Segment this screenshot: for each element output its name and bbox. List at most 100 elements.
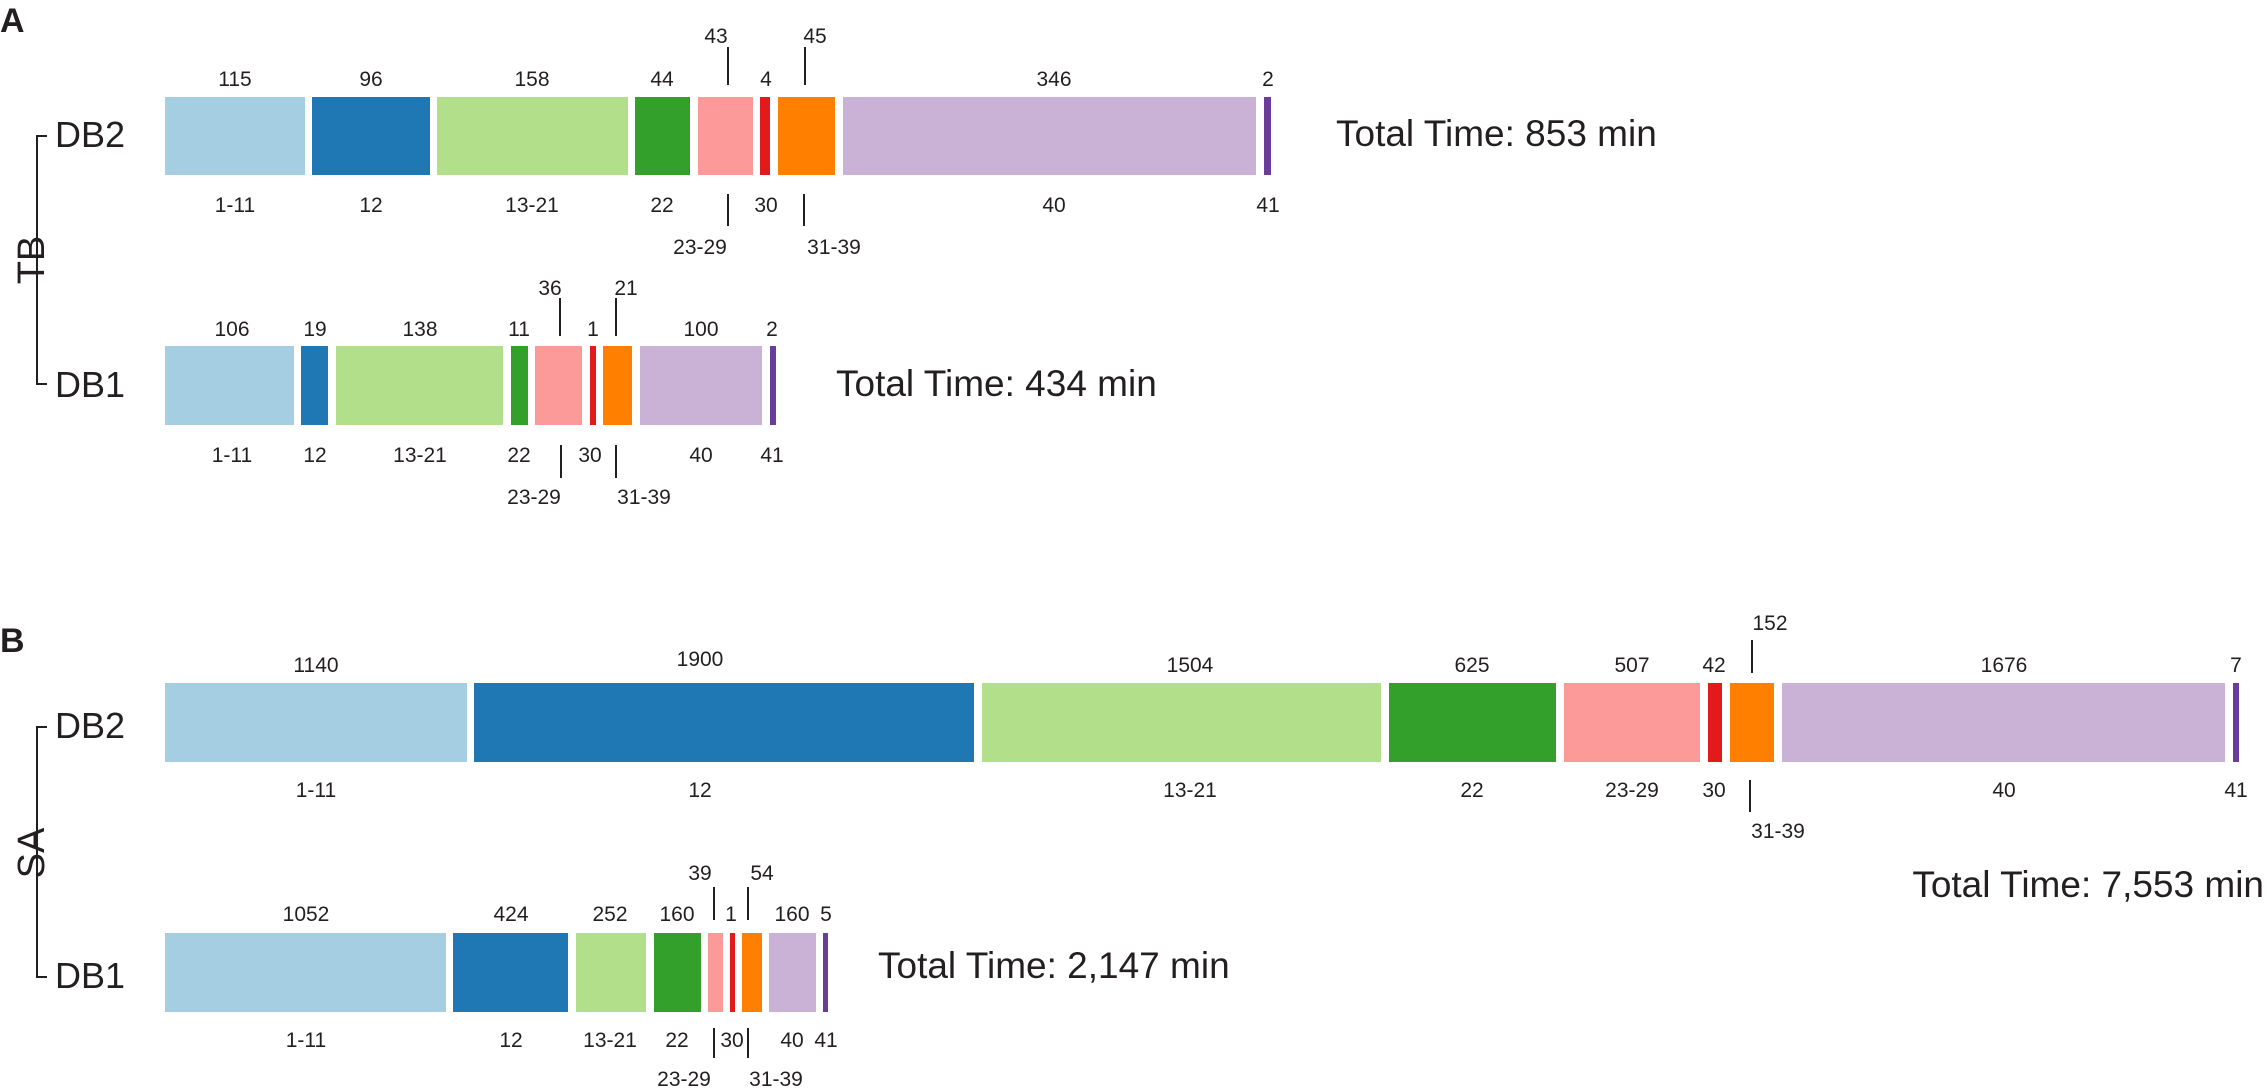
panel-b-db1-bar-41 [823, 933, 828, 1012]
panel-b-db1-category-1-11: 1-11 [286, 1029, 326, 1052]
panel-a-db2-category-31-39: 31-39 [807, 236, 861, 259]
panel-a-db2-bar-23-29 [698, 97, 753, 175]
panel-b-db2-value-40: 1676 [1981, 654, 2028, 677]
panel-a-db2-category-40: 40 [1042, 194, 1065, 217]
panel-a-db1-category-23-29: 23-29 [507, 486, 561, 509]
panel-a-db2-value-30: 4 [760, 68, 772, 91]
panel-a-db1-value-12: 19 [303, 318, 326, 341]
panel-a-db2-value-13-21: 158 [514, 68, 549, 91]
panel-a-db1-bar-31-39 [603, 346, 632, 425]
panel-a-db1-bar-40 [640, 346, 762, 425]
panel-b-db2-value-1-11: 1140 [293, 654, 338, 677]
panel-a-db2-label: DB2 [55, 114, 125, 155]
panel-b-db2-bar-30 [1708, 683, 1722, 762]
panel-a-db2-bar-1-11 [165, 97, 305, 175]
panel-a-db2-bar-12 [312, 97, 430, 175]
panel-a-db1-category-12: 12 [303, 444, 326, 467]
panel-a-db2-category-1-11: 1-11 [215, 194, 255, 217]
panel-a-db1-value-13-21: 138 [402, 318, 437, 341]
panel-b-db1-value-40: 160 [774, 903, 809, 926]
panel-b-db2-category-41: 41 [2224, 779, 2247, 802]
panel-b-db2-value-41: 7 [2230, 654, 2242, 677]
panel-b-db2-category-31-39: 31-39 [1751, 820, 1805, 843]
panel-b-db2-value-13-21: 1504 [1167, 654, 1214, 677]
panel-a-db1-bar-30 [590, 346, 596, 425]
panel-a-db2-bar-31-39 [778, 97, 835, 175]
panel-b-db2-category-40: 40 [1992, 779, 2015, 802]
panel-a-db1-value-1-11: 106 [214, 318, 249, 341]
panel-a-db1-value-23-29: 36 [538, 277, 561, 300]
panel-b-db1-bar-30 [730, 933, 735, 1012]
panel-b-db1-value-12: 424 [493, 903, 528, 926]
panel-a-db1-category-13-21: 13-21 [393, 444, 447, 467]
panel-b-db1-category-41: 41 [814, 1029, 837, 1052]
panel-a-db1-category-22: 22 [507, 444, 530, 467]
panel-a-db1-label: DB1 [55, 364, 125, 405]
panel-b-db2-bar-1-11 [165, 683, 467, 762]
panel-b-db2-bar-40 [1782, 683, 2225, 762]
panel-b-db2-category-13-21: 13-21 [1163, 779, 1217, 802]
panel-a-db2-category-13-21: 13-21 [505, 194, 559, 217]
panel-b-db1-bar-12 [453, 933, 568, 1012]
panel-a-db1-category-41: 41 [760, 444, 783, 467]
panel-b-db1-category-31-39: 31-39 [749, 1068, 803, 1091]
panel-a-db2-bar-40 [843, 97, 1256, 175]
panel-a-db2-category-30: 30 [754, 194, 777, 217]
panel-b-db2-bar-13-21 [982, 683, 1381, 762]
panel-b-db1-value-22: 160 [659, 903, 694, 926]
panel-a-db1-category-40: 40 [689, 444, 712, 467]
panel-b-db2-value-23-29: 507 [1614, 654, 1649, 677]
panel-b-group-bracket [36, 726, 47, 978]
panel-a-db1-bar-23-29 [535, 346, 582, 425]
panel-a-db2-value-22: 44 [650, 68, 674, 91]
panel-b-db2-bar-22 [1389, 683, 1556, 762]
panel-b-db1-value-30: 1 [725, 903, 737, 926]
panel-a-db2-bar-30 [760, 97, 770, 175]
panel-a-db1-row: DB1 106 19 138 11 36 1 21 100 2 1-11 12 … [55, 277, 1157, 509]
panel-b-db1-bar-31-39 [742, 933, 762, 1012]
panel-b-db1-value-31-39: 54 [750, 862, 774, 885]
panel-b-db2-bar-23-29 [1564, 683, 1700, 762]
panel-b-db2-bar-31-39 [1730, 683, 1774, 762]
panel-a-db2-value-31-39: 45 [803, 25, 826, 48]
panel-a-db1-category-31-39: 31-39 [617, 486, 671, 509]
panel-a-db2-value-40: 346 [1036, 68, 1071, 91]
panel-a-db2-value-41: 2 [1262, 68, 1274, 91]
panel-b-db1-bar-40 [769, 933, 816, 1012]
panel-a-db1-value-22: 11 [508, 318, 530, 341]
panel-b-db2-label: DB2 [55, 705, 125, 746]
panel-b-letter: B [0, 622, 25, 660]
panel-a-db2-total-time: Total Time: 853 min [1336, 113, 1657, 154]
panel-a-db1-bar-41 [770, 346, 776, 425]
panel-b-db1-bar-22 [654, 933, 701, 1012]
panel-b-db1-total-time: Total Time: 2,147 min [878, 945, 1230, 986]
panel-a-group-label: TB [11, 236, 53, 285]
panel-b-db2-value-22: 625 [1454, 654, 1489, 677]
panel-b-db2-value-31-39: 152 [1752, 612, 1787, 635]
panel-b-db1-bar-1-11 [165, 933, 446, 1012]
panel-b-db2-category-23-29: 23-29 [1605, 779, 1659, 802]
panel-a-db1-bar-1-11 [165, 346, 294, 425]
panel-b-db1-row: DB1 1052 424 252 160 39 1 54 160 5 1-11 … [55, 862, 1230, 1091]
panel-b-db2-bar-41 [2233, 683, 2239, 762]
panel-a-db2-category-12: 12 [359, 194, 382, 217]
panel-a-db1-value-41: 2 [766, 318, 778, 341]
panel-a-db1-value-30: 1 [587, 318, 599, 341]
panel-b-db1-bar-23-29 [708, 933, 723, 1012]
panel-a-db1-category-30: 30 [578, 444, 601, 467]
panel-a-db1-bar-13-21 [336, 346, 503, 425]
panel-b-db2-category-30: 30 [1702, 779, 1725, 802]
panel-b-db2-row: DB2 1140 1900 1504 625 507 42 152 1676 7… [55, 612, 2264, 905]
panel-a-db2-bar-22 [635, 97, 690, 175]
panel-a: A TB DB2 115 96 158 44 43 4 45 346 2 1-1 [0, 2, 1657, 509]
panel-a-db1-value-31-39: 21 [614, 277, 637, 300]
panel-b-db2-value-12: 1900 [677, 648, 724, 671]
panel-a-db1-bar-12 [301, 346, 328, 425]
panel-b-db1-category-30: 30 [720, 1029, 743, 1052]
panel-b-db1-value-41: 5 [820, 903, 832, 926]
panel-a-db1-bar-22 [511, 346, 528, 425]
panel-b-db1-category-40: 40 [780, 1029, 803, 1052]
panel-a-letter: A [0, 2, 25, 40]
panel-a-db1-total-time: Total Time: 434 min [836, 363, 1157, 404]
